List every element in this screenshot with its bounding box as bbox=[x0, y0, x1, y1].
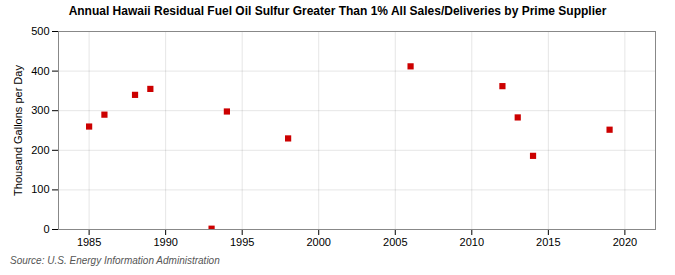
svg-text:2000: 2000 bbox=[306, 236, 330, 248]
svg-text:300: 300 bbox=[31, 104, 49, 116]
svg-text:2005: 2005 bbox=[383, 236, 407, 248]
html-text:Annual Hawaii Residual Fuel Oi: Annual Hawaii Residual Fuel Oil Sulfur G… bbox=[68, 4, 607, 18]
svg-text:2010: 2010 bbox=[460, 236, 484, 248]
svg-text:1995: 1995 bbox=[230, 236, 254, 248]
html-text:Source: U.S. Energy Informatio: Source: U.S. Energy Information Administ… bbox=[10, 255, 220, 266]
svg-text:0: 0 bbox=[43, 223, 49, 235]
svg-text:1990: 1990 bbox=[153, 236, 177, 248]
svg-text:2015: 2015 bbox=[536, 236, 560, 248]
svg-text:100: 100 bbox=[31, 183, 49, 195]
svg-text:200: 200 bbox=[31, 144, 49, 156]
svg-text:500: 500 bbox=[31, 25, 49, 37]
svg-text:2020: 2020 bbox=[613, 236, 637, 248]
svg-text:1985: 1985 bbox=[77, 236, 101, 248]
svg-text:Thousand Gallons per Day: Thousand Gallons per Day bbox=[12, 65, 24, 196]
svg-text:400: 400 bbox=[31, 65, 49, 77]
